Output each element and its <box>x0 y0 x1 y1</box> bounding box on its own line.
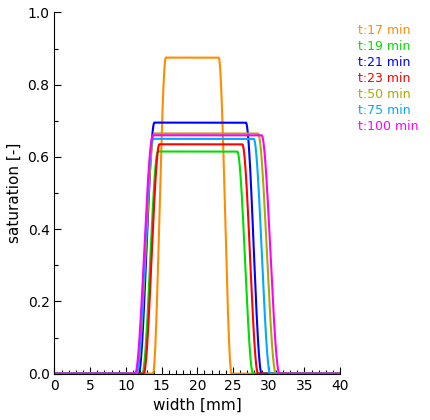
t:50 min <box>52 371 57 376</box>
t:17 min <box>328 371 333 376</box>
t:17 min <box>259 371 264 376</box>
t:21 min <box>174 120 179 125</box>
t:19 min <box>337 371 342 376</box>
t:23 min <box>157 142 162 147</box>
t:50 min <box>314 371 319 376</box>
t:100 min <box>172 133 177 138</box>
t:50 min <box>259 163 264 168</box>
t:100 min <box>337 371 342 376</box>
t:23 min <box>52 371 57 376</box>
t:100 min <box>52 371 57 376</box>
t:19 min <box>174 149 179 154</box>
t:100 min <box>314 371 319 376</box>
t:17 min <box>187 55 192 60</box>
t:50 min <box>187 131 192 136</box>
t:100 min <box>150 133 155 138</box>
t:50 min <box>172 131 177 136</box>
Line: t:100 min: t:100 min <box>54 135 339 374</box>
t:50 min <box>174 131 179 136</box>
t:23 min <box>172 142 177 147</box>
t:23 min <box>174 142 179 147</box>
t:75 min <box>337 371 342 376</box>
t:23 min <box>337 371 342 376</box>
t:19 min <box>52 371 57 376</box>
t:21 min <box>151 120 157 125</box>
t:75 min <box>52 371 57 376</box>
t:21 min <box>337 371 342 376</box>
t:23 min <box>259 371 264 376</box>
t:17 min <box>337 371 342 376</box>
t:21 min <box>328 371 333 376</box>
t:19 min <box>187 149 192 154</box>
t:17 min <box>163 55 168 60</box>
t:75 min <box>172 136 177 142</box>
t:100 min <box>328 371 333 376</box>
Line: t:21 min: t:21 min <box>54 123 339 374</box>
t:23 min <box>187 142 192 147</box>
t:75 min <box>174 136 179 142</box>
t:19 min <box>155 149 160 154</box>
t:19 min <box>172 149 177 154</box>
t:17 min <box>52 371 57 376</box>
t:17 min <box>314 371 319 376</box>
t:21 min <box>187 120 192 125</box>
Line: t:50 min: t:50 min <box>54 134 339 374</box>
t:100 min <box>174 133 179 138</box>
t:21 min <box>259 371 264 376</box>
Y-axis label: saturation [-]: saturation [-] <box>7 143 22 243</box>
Line: t:75 min: t:75 min <box>54 139 339 374</box>
t:75 min <box>150 136 155 142</box>
Line: t:17 min: t:17 min <box>54 58 339 374</box>
t:17 min <box>172 55 177 60</box>
t:21 min <box>172 120 177 125</box>
t:23 min <box>314 371 319 376</box>
t:23 min <box>328 371 333 376</box>
t:100 min <box>259 133 264 138</box>
t:19 min <box>314 371 319 376</box>
t:75 min <box>187 136 192 142</box>
t:50 min <box>337 371 342 376</box>
t:17 min <box>174 55 179 60</box>
t:21 min <box>314 371 319 376</box>
t:75 min <box>259 256 264 261</box>
t:75 min <box>314 371 319 376</box>
X-axis label: width [mm]: width [mm] <box>153 398 241 413</box>
Line: t:23 min: t:23 min <box>54 144 339 374</box>
t:19 min <box>259 371 264 376</box>
t:75 min <box>328 371 333 376</box>
t:19 min <box>328 371 333 376</box>
Legend: t:17 min, t:19 min, t:21 min, t:23 min, t:50 min, t:75 min, t:100 min: t:17 min, t:19 min, t:21 min, t:23 min, … <box>348 19 423 139</box>
t:50 min <box>151 131 157 136</box>
t:21 min <box>52 371 57 376</box>
Line: t:19 min: t:19 min <box>54 152 339 374</box>
t:100 min <box>187 133 192 138</box>
t:50 min <box>328 371 333 376</box>
